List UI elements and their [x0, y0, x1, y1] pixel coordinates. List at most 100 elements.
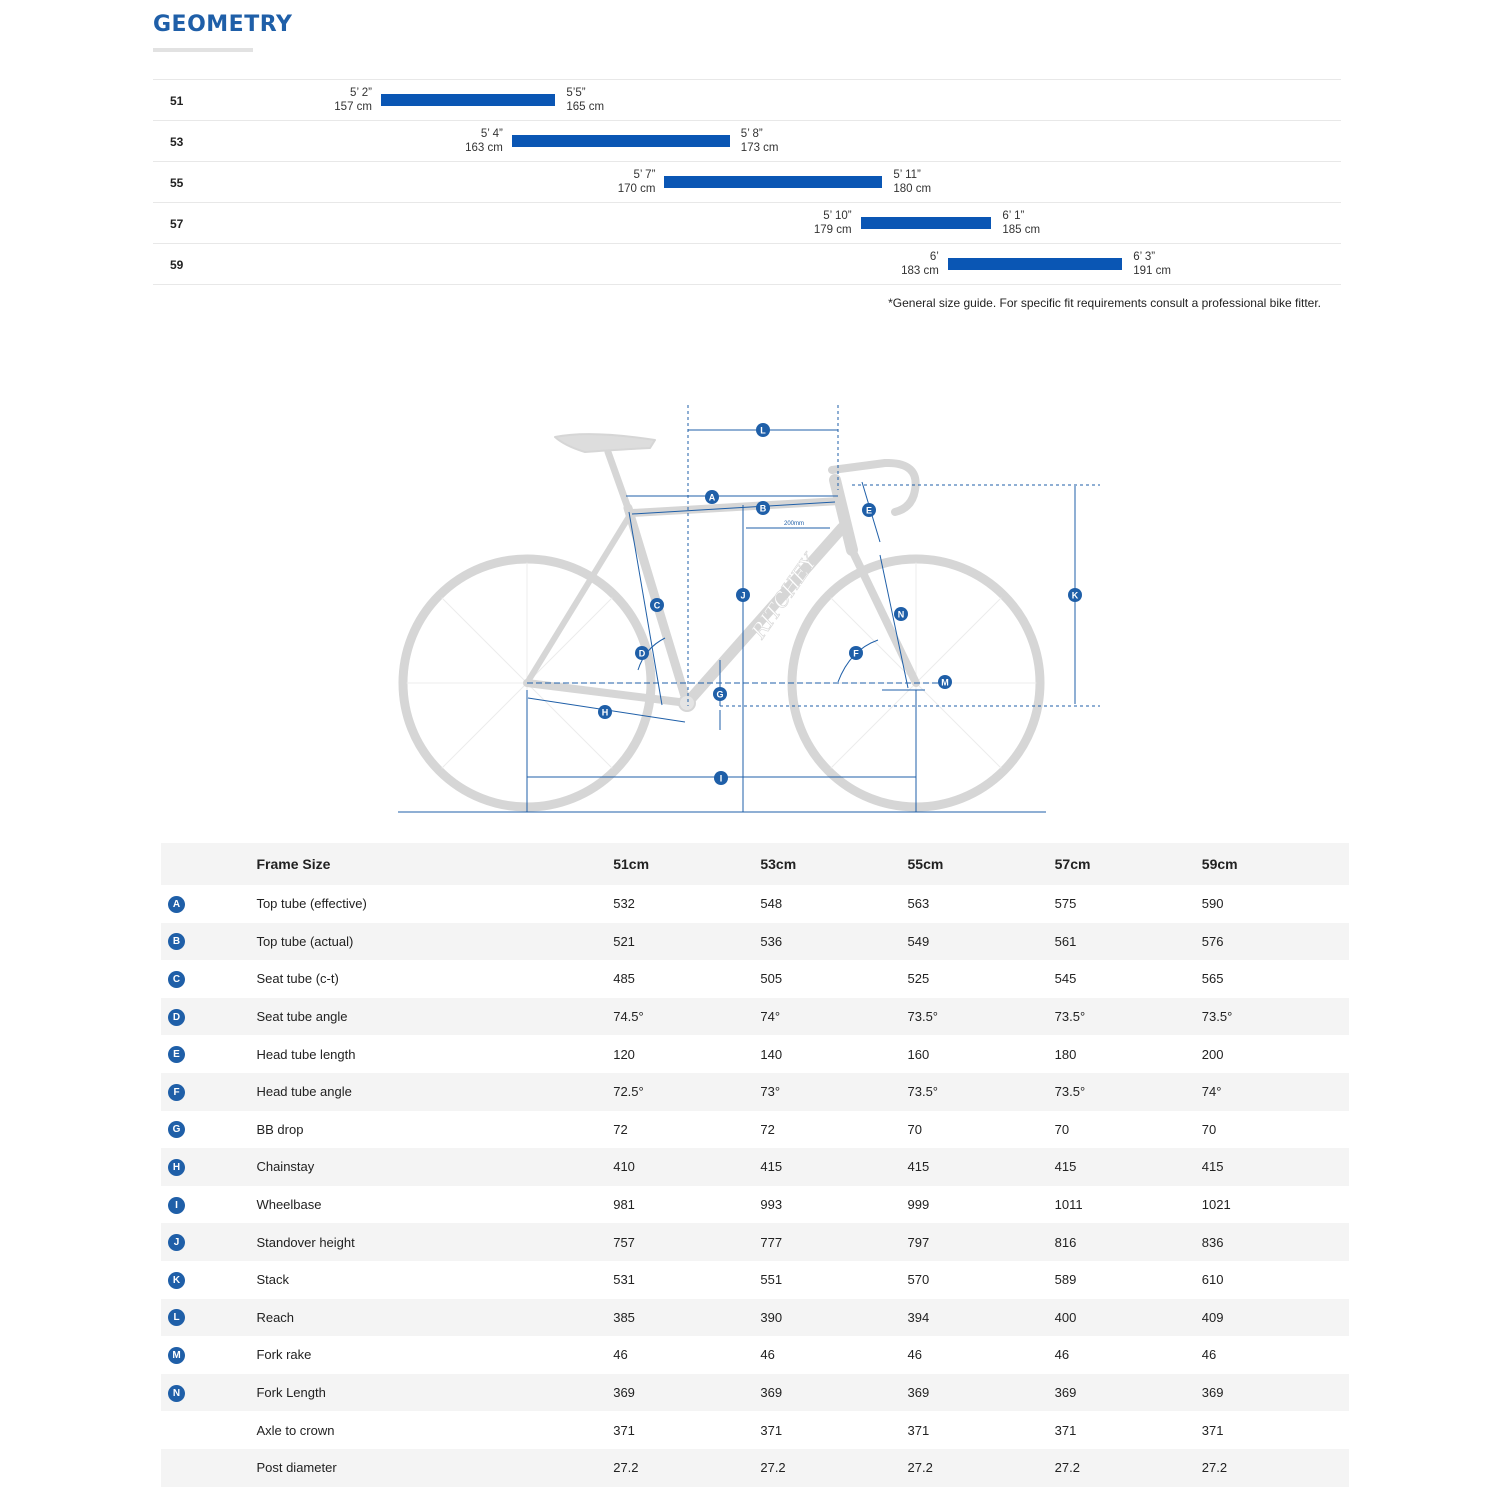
measurement-value: 46: [613, 1347, 628, 1363]
measurement-value: 536: [760, 933, 783, 949]
measurement-value: 72: [760, 1121, 775, 1137]
svg-text:D: D: [639, 649, 646, 659]
badge-cell: I: [161, 1186, 256, 1224]
dimension-badge: D: [168, 1008, 185, 1026]
range-max-label: 5’5” 165 cm: [566, 86, 604, 114]
svg-text:C: C: [654, 601, 661, 611]
measurement-label: Stack: [256, 1272, 289, 1288]
range-max-label: 5’ 11” 180 cm: [893, 168, 931, 196]
measurement-value: 570: [907, 1272, 930, 1288]
dimension-badge: N: [168, 1384, 185, 1402]
measurement-value: 371: [760, 1422, 783, 1438]
dimension-marker-m: M: [938, 675, 952, 689]
range-max-ft: 5’ 8”: [740, 128, 763, 140]
measurement-value: 120: [613, 1046, 635, 1062]
saddle: [554, 433, 656, 453]
measurement-value: 590: [1201, 896, 1224, 912]
measurement-value: 394: [907, 1309, 930, 1325]
range-min-label: 5’ 10” 179 cm: [814, 209, 852, 237]
range-min-cm: 163 cm: [465, 142, 503, 154]
range-min-ft: 5’ 10”: [823, 210, 852, 222]
table-row: F Head tube angle 72.5° 73° 73.5° 73.5° 74°: [161, 1072, 1349, 1111]
header-size-59: 59cm: [1201, 856, 1238, 872]
range-max-cm: 185 cm: [1002, 224, 1041, 236]
measurement-value: 549: [907, 933, 930, 949]
measurement-label: Head tube length: [256, 1046, 356, 1062]
measurement-label: Fork rake: [256, 1347, 312, 1363]
range-min-label: 6’ 183 cm: [901, 250, 939, 278]
measurement-value: 70: [1201, 1121, 1217, 1137]
measurement-label: Chainstay: [256, 1159, 315, 1175]
measurement-value: 27.2: [613, 1460, 639, 1476]
measurement-value: 400: [1054, 1309, 1077, 1325]
table-row: C Seat tube (c-t) 485 505 525 545 565: [161, 960, 1349, 998]
table-row: D Seat tube angle 74.5° 74° 73.5° 73.5° 73.5°: [161, 997, 1349, 1036]
measurement-value: 589: [1054, 1272, 1077, 1288]
dimension-badge: I: [168, 1196, 185, 1214]
range-min-cm: 170 cm: [617, 183, 656, 195]
measurement-label: Axle to crown: [256, 1422, 335, 1438]
range-max-cm: 191 cm: [1133, 265, 1171, 277]
measurement-value: 73.5°: [907, 1084, 939, 1100]
size-row: 55 5’ 7” 170 cm 5’ 11” 180 cm: [153, 161, 1341, 202]
measurement-label: Seat tube angle: [256, 1009, 348, 1025]
measurement-value: 993: [760, 1197, 783, 1213]
size-guide-chart: 51 5’ 2” 157 cm 5’5” 165 cm 53 5’ 4” 163 cm 5’ 8…: [153, 79, 1341, 285]
badge-cell: E: [161, 1035, 256, 1073]
range-max-label: 6’ 3” 191 cm: [1133, 250, 1171, 278]
dimension-marker-e: E: [862, 503, 876, 517]
badge-cell: H: [161, 1148, 256, 1186]
measurement-value: 27.2: [907, 1460, 933, 1476]
measurement-value: 525: [907, 971, 930, 987]
dimension-badge: A: [168, 895, 185, 913]
measurement-label: Standover height: [256, 1234, 355, 1250]
title-underline: [153, 48, 253, 52]
badge-cell: D: [161, 998, 256, 1036]
measurement-value: 531: [613, 1272, 635, 1288]
range-min-ft: 5’ 7”: [633, 169, 656, 181]
range-max-cm: 180 cm: [893, 183, 932, 195]
measurement-label: Top tube (actual): [256, 933, 354, 949]
svg-text:G: G: [716, 690, 723, 700]
dimension-marker-a: A: [705, 490, 719, 504]
dimension-marker-i: I: [714, 771, 728, 785]
measurement-value: 415: [760, 1159, 783, 1175]
table-row: L Reach 385 390 394 400 409: [161, 1298, 1349, 1337]
measurement-value: 369: [613, 1385, 635, 1401]
badge-cell: L: [161, 1299, 256, 1337]
range-max-ft: 6’ 3”: [1133, 251, 1156, 263]
range-min-label: 5’ 2” 157 cm: [334, 86, 372, 114]
badge-cell: C: [161, 960, 256, 998]
table-row: G BB drop 72 72 70 70 70: [161, 1111, 1349, 1149]
svg-text:J: J: [740, 591, 745, 601]
measurement-value: 505: [760, 971, 783, 987]
measurement-value: 565: [1201, 971, 1224, 987]
measurement-value: 70: [1054, 1121, 1070, 1137]
table-row: B Top tube (actual) 521 536 549 561 576: [161, 922, 1349, 961]
table-row: I Wheelbase 981 993 999 1011 1021: [161, 1186, 1349, 1224]
table-row: H Chainstay 410 415 415 415 415: [161, 1148, 1349, 1186]
badge-cell: F: [161, 1073, 256, 1111]
header-size-55: 55cm: [907, 856, 944, 872]
size-range-bar: [664, 176, 883, 188]
measurement-value: 369: [907, 1385, 930, 1401]
chainstay: [523, 679, 691, 707]
table-row: N Fork Length 369 369 369 369 369: [161, 1373, 1349, 1412]
dimension-marker-k: K: [1068, 588, 1082, 602]
measurement-value: 521: [613, 933, 635, 949]
dimension-badge: J: [168, 1234, 185, 1252]
svg-text:K: K: [1072, 591, 1079, 601]
measurement-value: 409: [1201, 1309, 1224, 1325]
dimension-badge: E: [168, 1046, 185, 1064]
svg-text:M: M: [941, 678, 949, 688]
measurement-value: 410: [613, 1159, 635, 1175]
measurement-value: 74°: [760, 1009, 781, 1025]
badge-cell: M: [161, 1336, 256, 1374]
table-row: E Head tube length 120 140 160 180 200: [161, 1035, 1349, 1073]
measurement-value: 797: [907, 1234, 930, 1250]
measurement-value: 1011: [1054, 1197, 1083, 1213]
range-max-ft: 5’5”: [566, 87, 586, 99]
dimension-marker-l: L: [756, 423, 770, 437]
measurement-value: 27.2: [760, 1460, 786, 1476]
range-min-label: 5’ 4” 163 cm: [465, 127, 503, 155]
